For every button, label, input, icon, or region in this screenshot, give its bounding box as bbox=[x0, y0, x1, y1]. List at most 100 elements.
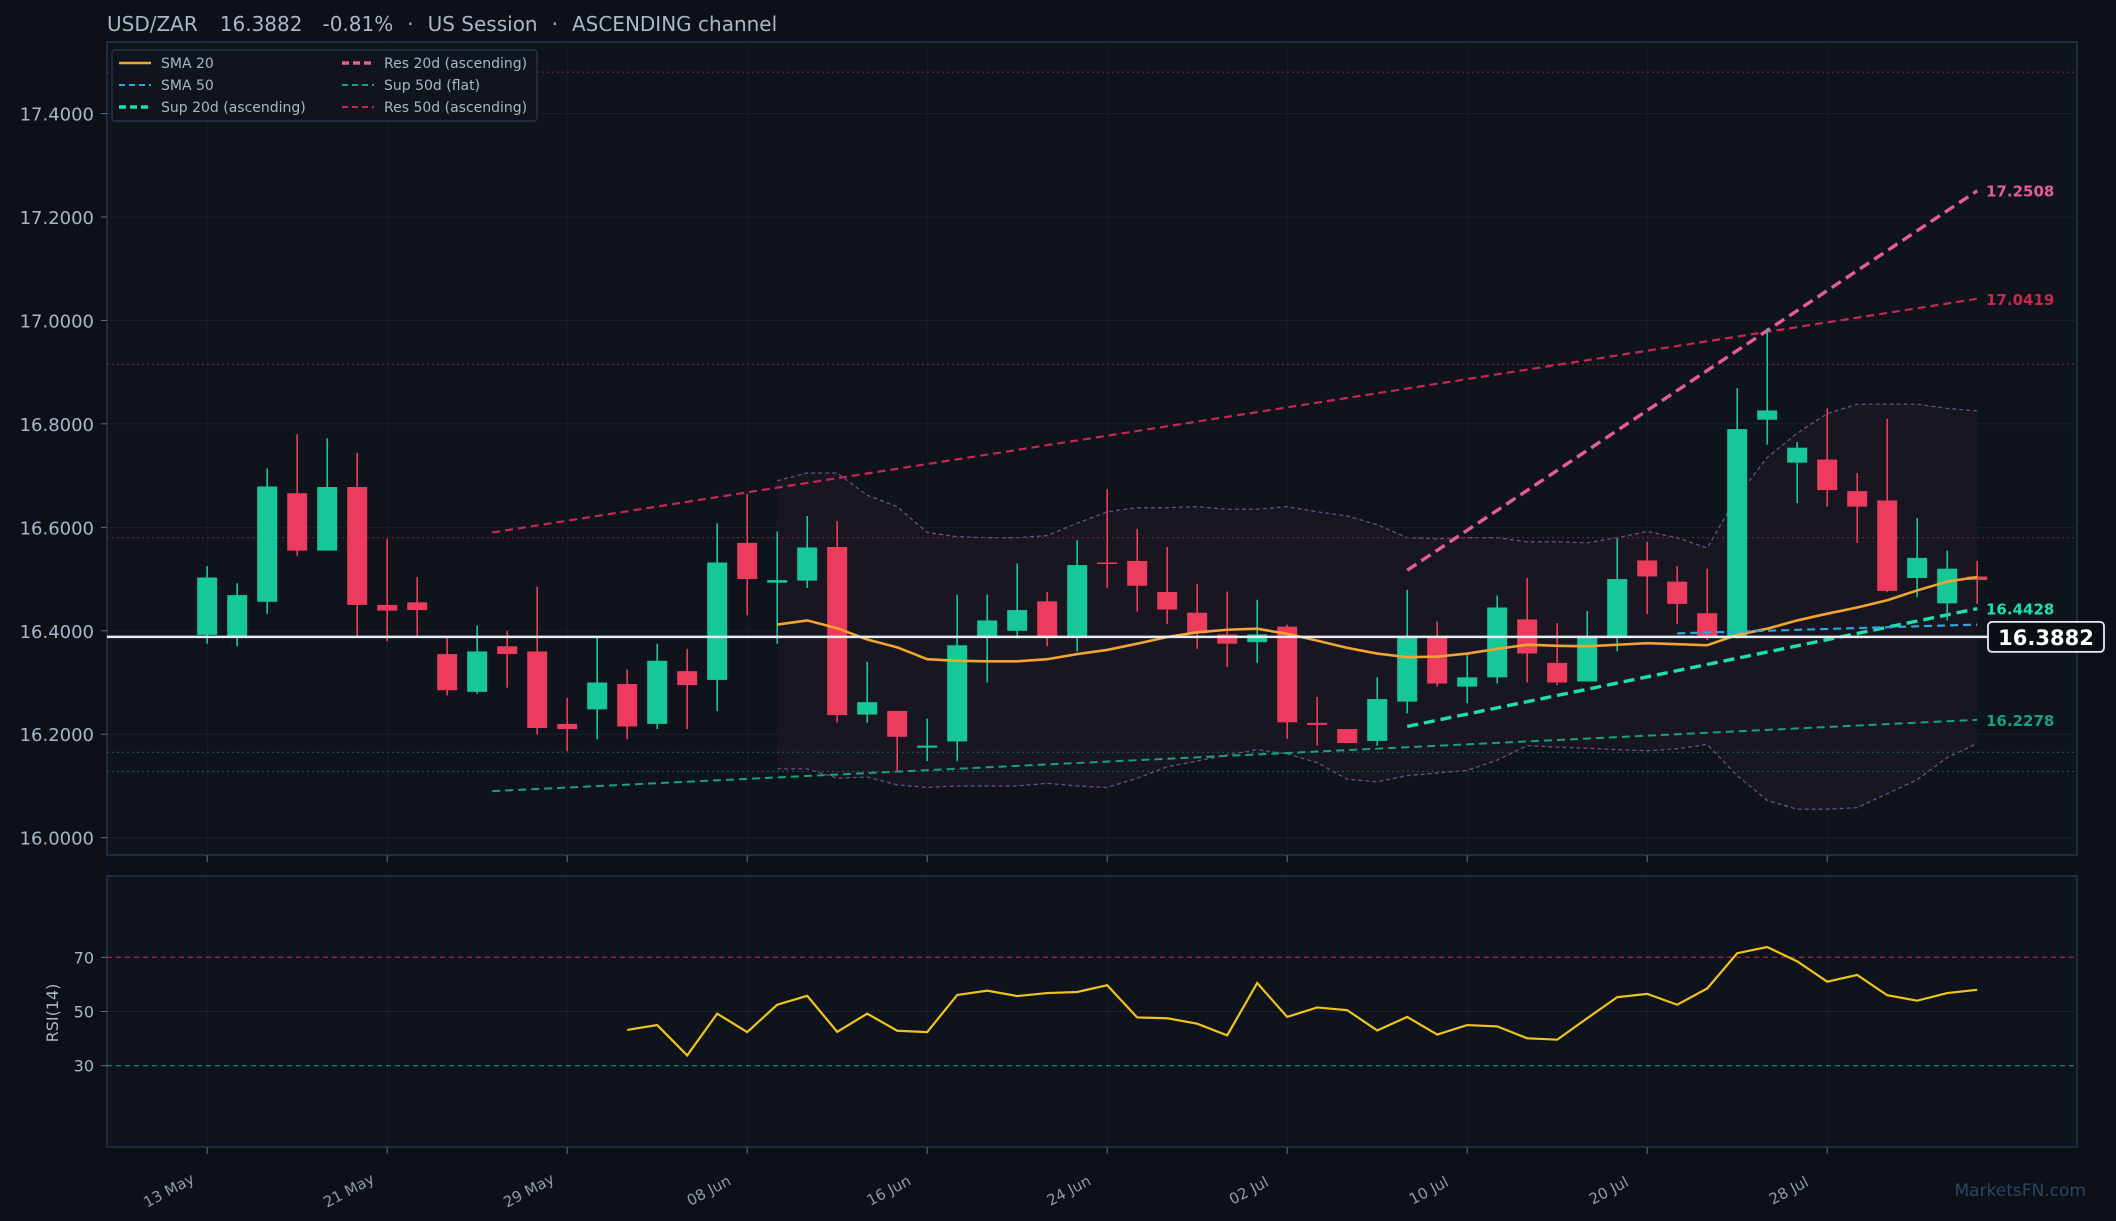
sma50-legend-label: SMA 50 bbox=[161, 78, 214, 94]
candle-body-down bbox=[1847, 491, 1868, 507]
price-tick-label: 17.4000 bbox=[20, 105, 94, 126]
res20-end-label: 17.2508 bbox=[1986, 183, 2054, 201]
candle-body-down bbox=[1127, 560, 1148, 586]
price-tick-label: 16.6000 bbox=[20, 518, 94, 539]
sup50-trendline bbox=[492, 718, 1978, 793]
candle-body-up bbox=[1757, 410, 1778, 420]
title-channel: ASCENDING channel bbox=[572, 12, 777, 36]
candle-body-up bbox=[1787, 447, 1808, 463]
sup50-legend-label: Sup 50d (flat) bbox=[384, 78, 480, 94]
candle-body-down bbox=[1157, 591, 1178, 610]
candle-body-down bbox=[347, 486, 368, 605]
title-pair: USD/ZAR bbox=[107, 12, 198, 36]
chart-title: USD/ZAR 16.3882 -0.81% · US Session · ASCENDIN… bbox=[107, 12, 777, 36]
rsi-tick-label: 70 bbox=[74, 948, 94, 967]
candle-body-up bbox=[1397, 635, 1418, 702]
candle-body-down bbox=[437, 654, 458, 691]
rsi-tick-label: 50 bbox=[74, 1003, 94, 1022]
res50-end-label: 17.0419 bbox=[1986, 291, 2054, 309]
candle-body-up bbox=[767, 580, 788, 583]
watermark: MarketsFN.com bbox=[1954, 1181, 2086, 1201]
rsi-tick-label: 30 bbox=[74, 1057, 94, 1076]
candle-body-up bbox=[227, 595, 248, 637]
candle-body-down bbox=[287, 493, 308, 551]
legend-box bbox=[111, 49, 538, 122]
price-tick-label: 16.0000 bbox=[20, 829, 94, 850]
candle-body-up bbox=[647, 660, 668, 724]
candle-body-up bbox=[1607, 579, 1628, 636]
candle-body-up bbox=[467, 651, 488, 692]
sup20-legend-label: Sup 20d (ascending) bbox=[161, 100, 306, 116]
candles bbox=[197, 328, 1988, 772]
candle-body-up bbox=[1067, 565, 1088, 636]
candle-body-down bbox=[1547, 662, 1568, 683]
candle-body-down bbox=[1637, 560, 1658, 577]
sup20-trendline bbox=[1406, 606, 1978, 729]
sma20-legend-label: SMA 20 bbox=[161, 56, 214, 72]
sup50-end-label: 16.2278 bbox=[1986, 712, 2054, 730]
candle-body-down bbox=[377, 604, 398, 611]
candle-body-up bbox=[1907, 557, 1928, 579]
trendlines: 17.0419 16.2278 17.2508 16.4428 bbox=[492, 183, 2054, 793]
candle-body-up bbox=[857, 702, 878, 715]
candle-body-up bbox=[1487, 607, 1508, 678]
candle-body-down bbox=[497, 646, 518, 655]
candle-body-down bbox=[407, 602, 428, 611]
candle-body-down bbox=[1697, 613, 1718, 636]
horizontal-levels bbox=[107, 71, 2077, 773]
candle-body-up bbox=[1247, 634, 1268, 643]
price-tick-label: 16.4000 bbox=[20, 622, 94, 643]
res20-legend-label: Res 20d (ascending) bbox=[384, 56, 527, 72]
candle-body-down bbox=[1877, 500, 1898, 591]
moving-averages bbox=[777, 575, 1978, 663]
price-y-axis: 16.0000 16.2000 16.4000 16.6000 16.8000 17.00… bbox=[20, 105, 107, 850]
price-tick-label: 16.2000 bbox=[20, 725, 94, 746]
sup20-end-label: 16.4428 bbox=[1986, 601, 2054, 619]
candle-body-down bbox=[1277, 626, 1298, 723]
title-session: US Session bbox=[428, 12, 538, 36]
candle-body-down bbox=[1037, 601, 1058, 636]
candle-body-up bbox=[1457, 677, 1478, 687]
candle-body-up bbox=[707, 562, 728, 680]
candle-body-up bbox=[977, 620, 998, 636]
candle-body-up bbox=[317, 486, 338, 551]
price-tick-label: 16.8000 bbox=[20, 415, 94, 436]
sma20-line bbox=[777, 575, 1978, 663]
candle-body-up bbox=[797, 547, 818, 581]
candle-body-down bbox=[557, 723, 578, 730]
candle-body-down bbox=[1337, 729, 1358, 744]
candle-body-up bbox=[917, 745, 938, 748]
last-price-badge bbox=[1987, 620, 2105, 653]
last-price-label: 16.3882 bbox=[1998, 626, 2094, 650]
title-change: -0.81% bbox=[322, 12, 393, 36]
res50-legend-label: Res 50d (ascending) bbox=[384, 100, 527, 116]
rsi-group: 30 50 70 RSI(14) bbox=[43, 945, 2077, 1076]
candle-body-down bbox=[1097, 562, 1118, 565]
candle-body-up bbox=[1577, 635, 1598, 682]
price-tick-label: 17.0000 bbox=[20, 311, 94, 332]
candle-body-down bbox=[617, 684, 638, 727]
bollinger-fill bbox=[777, 404, 1978, 810]
candle-body-down bbox=[827, 546, 848, 716]
candle-body-up bbox=[257, 486, 278, 602]
legend: SMA 20 SMA 50 Sup 20d (ascending) Res 20d (… bbox=[111, 49, 538, 122]
title-price: 16.3882 bbox=[220, 12, 303, 36]
candle-body-down bbox=[887, 710, 908, 737]
sma50-line bbox=[1677, 623, 1978, 635]
title-sep-1: · bbox=[407, 12, 413, 36]
candle-body-up bbox=[1367, 699, 1388, 741]
rsi-axis-label: RSI(14) bbox=[43, 984, 62, 1043]
candle-body-up bbox=[947, 645, 968, 742]
res20-trendline bbox=[1406, 189, 1979, 572]
rsi-line bbox=[627, 945, 1978, 1058]
candle-body-down bbox=[1427, 636, 1448, 684]
res50-trendline bbox=[492, 297, 1978, 534]
candle-body-up bbox=[197, 577, 218, 635]
title-sep-2: · bbox=[552, 12, 558, 36]
last-price-group: 16.3882 bbox=[107, 620, 2105, 653]
candle-body-down bbox=[1817, 459, 1838, 491]
price-tick-label: 17.2000 bbox=[20, 208, 94, 229]
candle-body-down bbox=[677, 671, 698, 686]
